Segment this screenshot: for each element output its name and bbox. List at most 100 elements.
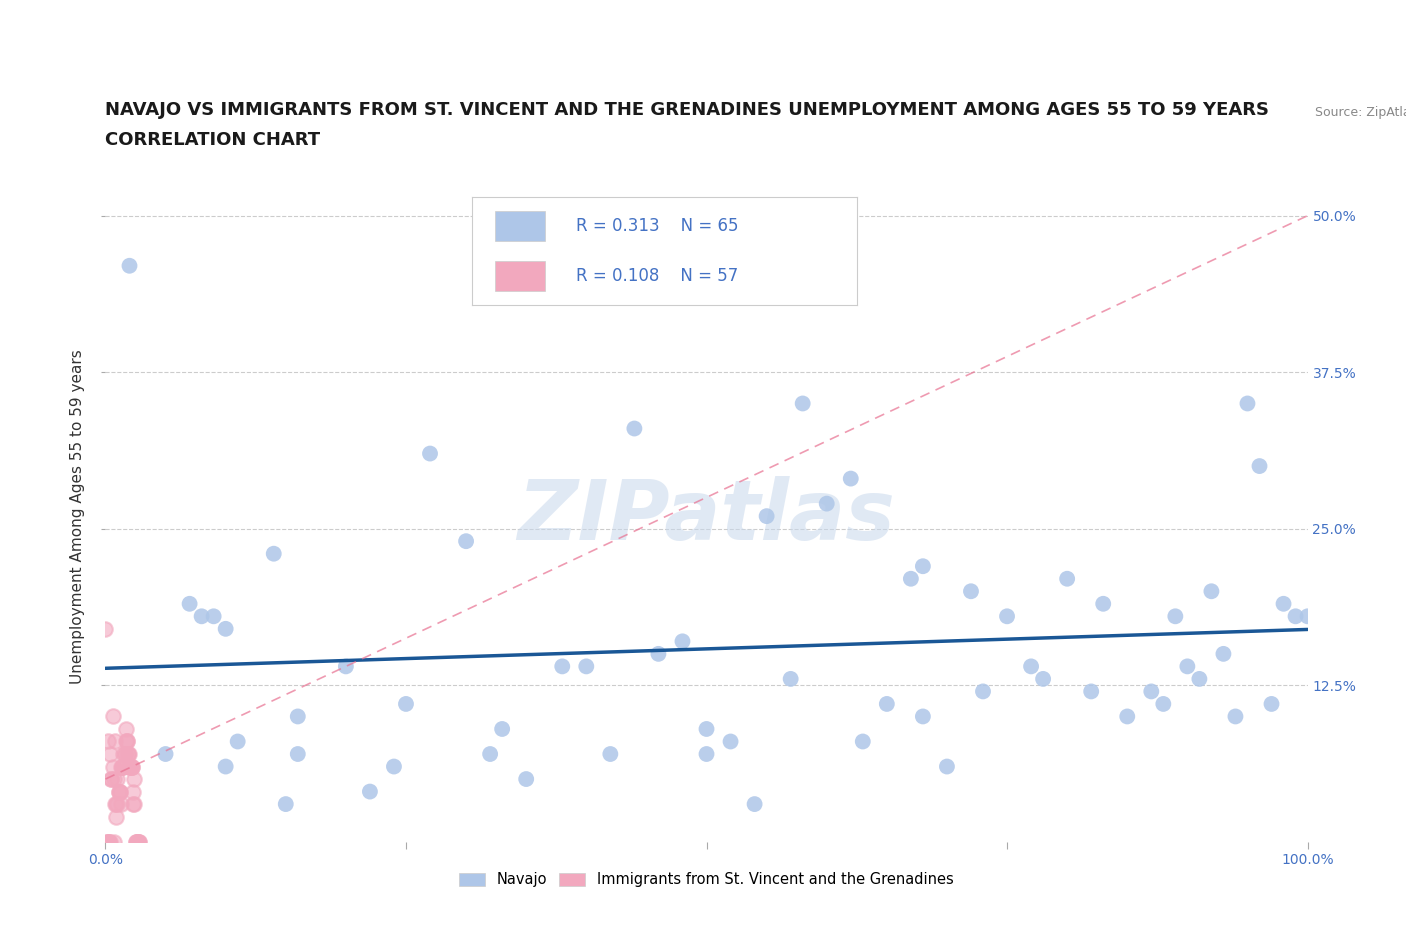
Point: [623, 421, 645, 436]
Point: [696, 722, 718, 737]
Point: [121, 759, 143, 774]
Point: [876, 697, 898, 711]
Point: [117, 747, 139, 762]
Point: [696, 747, 718, 762]
Point: [118, 259, 141, 273]
Text: ZIPatlas: ZIPatlas: [517, 475, 896, 557]
Point: [107, 772, 129, 787]
Point: [112, 747, 135, 762]
Point: [382, 759, 405, 774]
Point: [128, 834, 150, 849]
Point: [479, 747, 502, 762]
Point: [1236, 396, 1258, 411]
Point: [1019, 659, 1042, 674]
Point: [852, 734, 875, 749]
Point: [122, 784, 145, 799]
Point: [911, 559, 934, 574]
Point: [114, 747, 136, 762]
Point: [115, 734, 138, 749]
Point: [214, 759, 236, 774]
Y-axis label: Unemployment Among Ages 55 to 59 years: Unemployment Among Ages 55 to 59 years: [70, 349, 86, 684]
Point: [98, 834, 121, 849]
Point: [454, 534, 477, 549]
Point: [214, 621, 236, 636]
Point: [671, 634, 693, 649]
Point: [108, 784, 131, 799]
Point: [110, 797, 132, 812]
Point: [287, 709, 309, 724]
Point: [263, 546, 285, 561]
Point: [936, 759, 959, 774]
Point: [1092, 596, 1115, 611]
Point: [120, 759, 142, 774]
Point: [551, 659, 574, 674]
Point: [744, 797, 766, 812]
Point: [125, 834, 148, 849]
Point: [124, 797, 146, 812]
Point: [1249, 458, 1271, 473]
Point: [104, 797, 127, 812]
Text: NAVAJO VS IMMIGRANTS FROM ST. VINCENT AND THE GRENADINES UNEMPLOYMENT AMONG AGES: NAVAJO VS IMMIGRANTS FROM ST. VINCENT AN…: [105, 101, 1270, 119]
Point: [97, 834, 120, 849]
Point: [110, 759, 132, 774]
Point: [155, 747, 177, 762]
Point: [125, 834, 148, 849]
Point: [1284, 609, 1306, 624]
Point: [779, 671, 801, 686]
Point: [647, 646, 669, 661]
Point: [491, 722, 513, 737]
Point: [1212, 646, 1234, 661]
Point: [100, 772, 122, 787]
Point: [179, 596, 201, 611]
Point: [815, 497, 838, 512]
Point: [1140, 684, 1163, 698]
Point: [127, 834, 149, 849]
Point: [1175, 659, 1198, 674]
Point: [112, 759, 135, 774]
Point: [105, 809, 128, 824]
Point: [1032, 671, 1054, 686]
Point: [111, 759, 134, 774]
Point: [359, 784, 381, 799]
Point: [128, 834, 150, 849]
Point: [97, 734, 120, 749]
Point: [98, 747, 121, 762]
Point: [115, 722, 138, 737]
Point: [792, 396, 814, 411]
Legend: Navajo, Immigrants from St. Vincent and the Grenadines: Navajo, Immigrants from St. Vincent and …: [453, 866, 960, 893]
Point: [98, 834, 121, 849]
Point: [117, 747, 139, 762]
Point: [96, 834, 118, 849]
Text: CORRELATION CHART: CORRELATION CHART: [105, 131, 321, 149]
Point: [103, 772, 125, 787]
Point: [124, 772, 146, 787]
Point: [226, 734, 249, 749]
Point: [190, 609, 212, 624]
Point: [395, 697, 418, 711]
Point: [1188, 671, 1211, 686]
Point: [105, 797, 128, 812]
Point: [1260, 697, 1282, 711]
Point: [995, 609, 1018, 624]
Point: [720, 734, 742, 749]
Point: [122, 797, 145, 812]
Point: [1056, 571, 1078, 586]
Point: [839, 472, 862, 486]
Point: [124, 834, 146, 849]
Point: [202, 609, 225, 624]
Point: [287, 747, 309, 762]
Point: [274, 797, 297, 812]
Point: [107, 797, 129, 812]
Text: Source: ZipAtlas.com: Source: ZipAtlas.com: [1315, 106, 1406, 119]
Point: [115, 734, 138, 749]
Point: [104, 734, 127, 749]
Point: [335, 659, 357, 674]
Point: [101, 709, 124, 724]
Point: [118, 759, 141, 774]
Point: [972, 684, 994, 698]
Point: [1201, 584, 1223, 599]
Point: [419, 446, 441, 461]
Point: [599, 747, 621, 762]
Point: [115, 734, 138, 749]
Point: [1225, 709, 1247, 724]
